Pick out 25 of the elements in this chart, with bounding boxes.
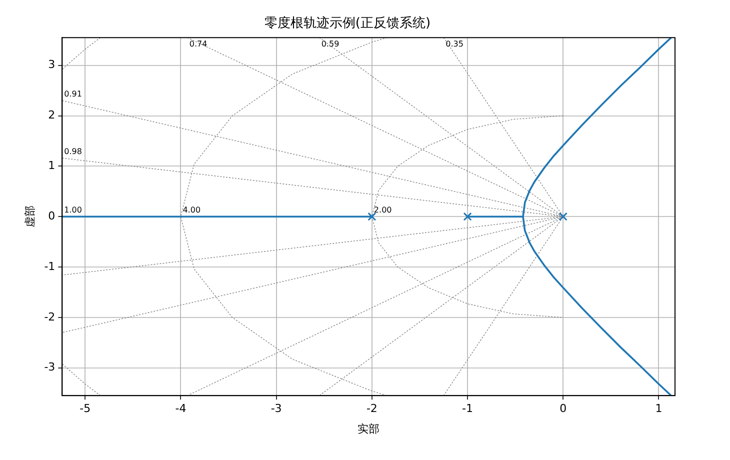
y-tick-label: -1 (44, 260, 56, 273)
annotation: 0.74 (189, 40, 208, 49)
y-tick-label: -3 (44, 360, 56, 374)
annotation: 0.91 (64, 90, 82, 99)
y-tick-label: 2 (48, 108, 56, 122)
y-tick-label: 0 (48, 209, 56, 222)
annotation: 0.35 (446, 40, 464, 49)
x-axis-title: 实部 (358, 422, 380, 436)
annotation: 2.00 (374, 206, 392, 215)
annotation: 0.98 (64, 147, 82, 156)
y-tick-label: 3 (48, 58, 56, 72)
annotation: 4.00 (182, 206, 201, 215)
annotation: 0.59 (321, 40, 340, 49)
chart-title: 零度根轨迹示例(正反馈系统) (264, 15, 431, 32)
x-tick-label: -5 (80, 402, 91, 416)
y-tick-label: -2 (44, 310, 56, 324)
x-tick-label: 1 (655, 402, 662, 416)
x-tick-label: 0 (560, 402, 567, 416)
x-tick-label: -3 (270, 402, 282, 416)
x-tick-label: -2 (366, 402, 378, 416)
x-tick-label: -1 (462, 402, 474, 416)
y-tick-label: 1 (48, 159, 56, 172)
x-tick-label: -4 (175, 402, 186, 416)
annotation: 1.00 (64, 206, 82, 215)
y-axis-title: 虚部 (23, 206, 36, 228)
